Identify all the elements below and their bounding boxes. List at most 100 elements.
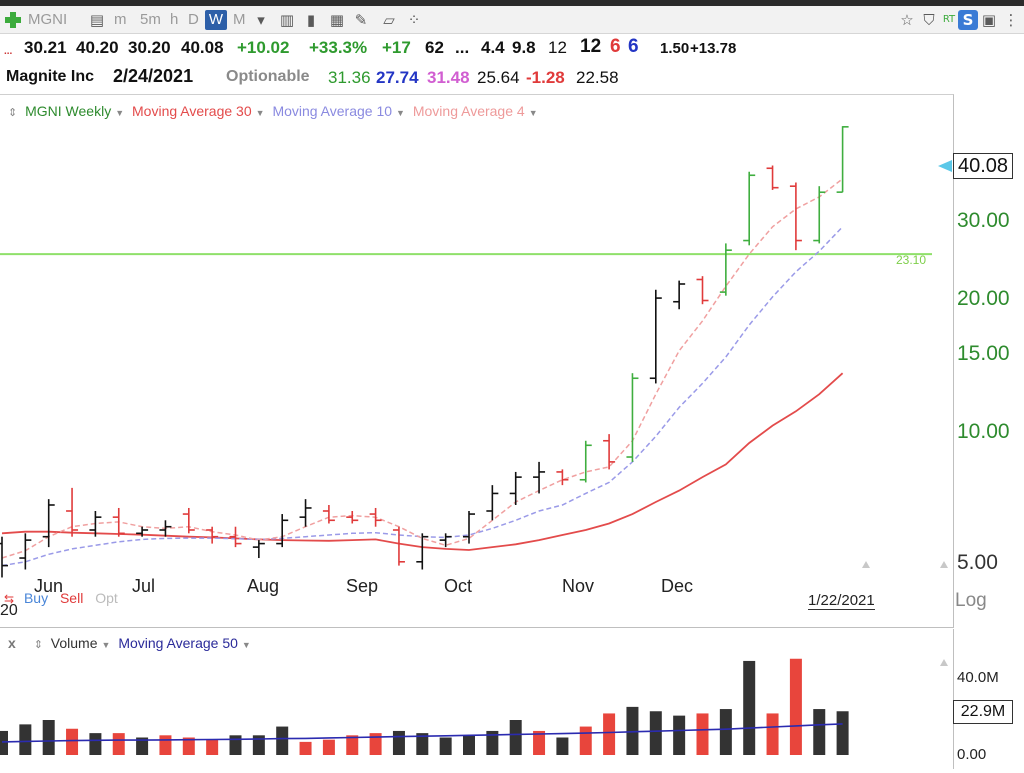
volume-bar	[112, 733, 125, 755]
chevron-down-icon[interactable]: ▼	[528, 108, 538, 118]
settings-s-button[interactable]: S	[958, 10, 978, 30]
close-volume-icon[interactable]: x	[8, 635, 16, 651]
volume-bar	[0, 730, 8, 755]
volume-bar	[649, 711, 662, 755]
date-box[interactable]: 1/22/2021	[808, 592, 875, 610]
toolbar: MGNI ▤ m 5m h D W M ▾ ▥ ▮ ▦ ✎ ▱ ⁘ ☆ ⛉ RT…	[0, 6, 1024, 34]
timeframe-d-button[interactable]: D	[188, 11, 199, 28]
volume-bar	[159, 735, 172, 755]
legend-ma10[interactable]: Moving Average 10	[272, 103, 393, 119]
volume-bar	[509, 720, 522, 755]
volume-bar	[836, 711, 849, 755]
chevron-down-icon[interactable]: ▾	[257, 11, 265, 29]
layout-icon[interactable]: ⁘	[407, 11, 421, 29]
x-label-sep: Sep	[346, 576, 379, 596]
volume-bar	[252, 735, 265, 755]
quote-change: +10.02	[237, 38, 290, 57]
timeframe-month-button[interactable]: M	[233, 11, 246, 28]
volume-bar	[486, 730, 499, 755]
quote-high: 40.20	[76, 38, 119, 57]
vol-y-tick-40m: 40.0M	[957, 669, 999, 686]
legend-volume[interactable]: Volume	[50, 635, 98, 651]
opt-button[interactable]: Opt	[95, 590, 118, 606]
timeframe-5m-button[interactable]: 5m	[140, 11, 161, 28]
volume-bar	[696, 713, 709, 755]
sell-button[interactable]: Sell	[59, 590, 84, 606]
volume-bar	[673, 715, 686, 755]
chevron-down-icon[interactable]: ▼	[255, 108, 265, 118]
ma4-line	[1, 178, 844, 559]
quote-v9: 6	[628, 36, 639, 57]
scroll-up-icon	[862, 561, 870, 568]
quote-low: 30.20	[128, 38, 171, 57]
bar-chart-icon[interactable]: ▮	[306, 11, 316, 29]
quote-v7: 12	[580, 36, 602, 57]
legend-volume-ma50[interactable]: Moving Average 50	[118, 635, 238, 651]
window-top-strip	[0, 0, 1024, 6]
quote-v3: ...	[455, 38, 470, 57]
volume-bar	[416, 733, 429, 755]
star-icon[interactable]: ☆	[900, 11, 914, 29]
quote-p3: 31.48	[427, 68, 470, 87]
symbol-input[interactable]: MGNI	[28, 11, 68, 28]
volume-bar	[439, 737, 452, 755]
timeframe-m-button[interactable]: m	[114, 11, 127, 28]
volume-bar	[136, 737, 149, 755]
volume-bar	[19, 724, 32, 755]
quote-v1: +17	[382, 38, 411, 57]
trade-arrow-icon[interactable]: ⇆	[4, 592, 15, 606]
ma10-line	[1, 226, 844, 567]
legend-ma30[interactable]: Moving Average 30	[132, 103, 252, 119]
quote-v11: +13.78	[690, 40, 737, 57]
chevron-down-icon[interactable]: ▼	[241, 640, 251, 650]
quote-p6: 22.58	[576, 68, 619, 87]
volume-ma50-line	[1, 723, 843, 743]
note-icon[interactable]: ▱	[383, 11, 395, 29]
quote-dots: ...	[4, 46, 13, 57]
menu-icon[interactable]: ⋮	[1003, 11, 1019, 29]
last-price-label: 40.08	[953, 153, 1013, 179]
filter-icon[interactable]: ⛉	[923, 11, 935, 29]
chevron-down-icon[interactable]: ▼	[101, 640, 111, 650]
quote-change-pct: +33.3%	[309, 38, 368, 57]
timeframe-w-button[interactable]: W	[205, 10, 227, 30]
pencil-icon[interactable]: ✎	[354, 11, 368, 29]
volume-bar	[463, 735, 475, 755]
print-icon[interactable]: ▤	[89, 11, 105, 29]
quote-p2: 27.74	[376, 68, 419, 87]
timeframe-h-button[interactable]: h	[170, 11, 179, 28]
realtime-icon[interactable]: RT	[942, 14, 956, 25]
scroll-up-icon	[940, 659, 948, 666]
drag-handle-icon[interactable]: ⇕	[33, 639, 43, 651]
drag-handle-icon[interactable]: ⇕	[8, 107, 18, 119]
chevron-down-icon[interactable]: ▼	[396, 108, 405, 118]
chart-type-icon[interactable]: ▥	[279, 11, 295, 29]
volume-last-label: 22.9M	[953, 700, 1013, 724]
volume-bar	[182, 737, 195, 755]
chevron-down-icon[interactable]: ▼	[115, 108, 125, 118]
scroll-up-icon	[940, 561, 948, 568]
volume-bar	[392, 730, 405, 755]
volume-bar	[299, 741, 312, 755]
add-symbol-icon[interactable]	[3, 10, 23, 30]
volume-bar	[789, 658, 802, 755]
legend-weekly[interactable]: MGNI Weekly	[25, 103, 112, 119]
table-icon[interactable]: ▦	[329, 11, 345, 29]
quote-p5: -1.28	[526, 68, 565, 87]
quote-open: 30.21	[24, 38, 67, 57]
quote-v2: 62	[425, 38, 444, 57]
volume-legend: x ⇕ Volume ▼ Moving Average 50 ▼	[8, 635, 255, 651]
price-chart-panel[interactable]	[0, 94, 954, 628]
quote-v6: 12	[548, 38, 567, 57]
volume-bar	[206, 739, 219, 755]
x-label-oct: Oct	[444, 576, 473, 596]
save-icon[interactable]: ▣	[981, 11, 997, 29]
horizontal-line-label: 23.10	[896, 253, 927, 267]
log-scale-button[interactable]: Log	[955, 590, 987, 611]
price-legend: ⇕ MGNI Weekly ▼ Moving Average 30 ▼ Moving…	[8, 103, 542, 119]
legend-ma4[interactable]: Moving Average 4	[412, 103, 525, 119]
y-tick-10: 10.00	[957, 420, 1010, 443]
volume-chart-panel[interactable]	[0, 629, 954, 769]
buy-button[interactable]: Buy	[23, 590, 49, 606]
